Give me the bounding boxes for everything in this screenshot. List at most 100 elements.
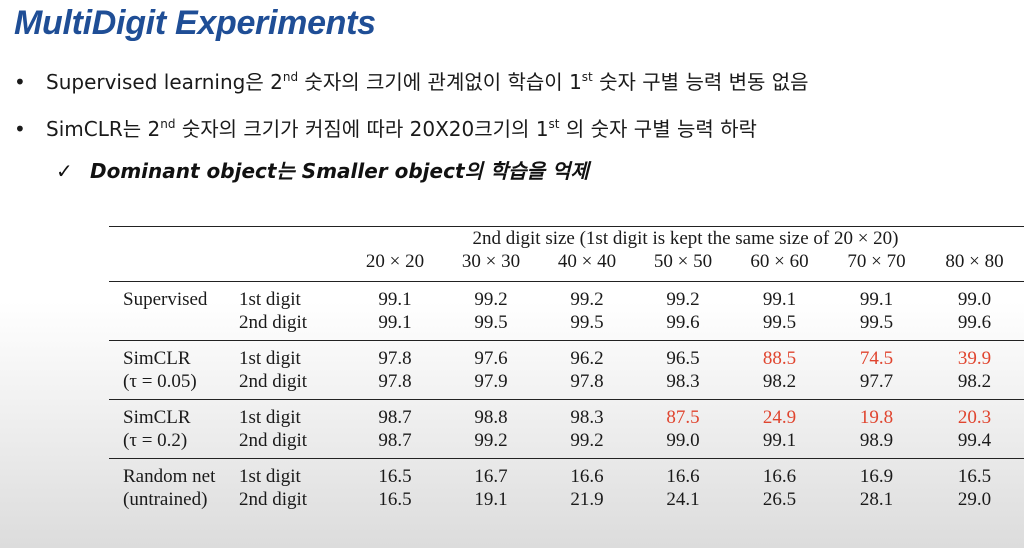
table-cell: 97.7 [859,371,894,392]
table-cell: 99.0 [957,289,992,310]
subpoint-text: Dominant object는 Smaller object의 학습을 억제 [90,159,589,183]
table-cell: 96.5 [666,348,700,369]
table-row: Random net 1st digit 16.5 16.7 16.6 16.6 16.6 1… [109,458,1024,489]
table-row: SimCLR 1st digit 98.7 98.8 98.3 87.5 24.9 19.8 2… [109,399,1024,430]
table-cell: 16.7 [474,466,508,487]
column-header: 80 × 80 [945,251,1004,272]
table-cell: 88.5 [762,348,797,369]
table-cell: 99.1 [762,430,797,451]
table-cell: 97.8 [378,371,412,392]
digit-label: 1st digit [239,289,301,310]
bullet-text-mid: 숫자의 크기에 관계없이 학습이 1 [298,70,582,94]
table-cell: 87.5 [666,407,700,428]
method-label: Random net [123,466,216,487]
table-cell: 99.5 [859,312,894,333]
table-cell: 29.0 [957,489,992,510]
table-cell: 99.1 [859,289,894,310]
results-table: 2nd digit size (1st digit is kept the sa… [109,226,1024,517]
table-cell: 98.2 [762,371,797,392]
table-cell: 99.5 [762,312,797,333]
table-cell: 99.6 [957,312,992,333]
bullet-sup: nd [282,70,299,84]
table-row: 2nd digit 99.1 99.5 99.5 99.6 99.5 99.5 99.6 [109,311,1024,341]
table-cell: 24.1 [666,489,700,510]
table-cell: 98.3 [570,407,604,428]
method-label: (τ = 0.2) [123,430,188,451]
table-cell: 97.8 [570,371,604,392]
table-cell: 99.1 [378,289,412,310]
table-row: (untrained) 2nd digit 16.5 19.1 21.9 24.1 26.5… [109,488,1024,517]
column-header: 40 × 40 [557,251,617,272]
table-cell: 99.5 [474,312,508,333]
table-cell: 99.1 [378,312,412,333]
digit-label: 2nd digit [239,312,308,333]
table-cell: 28.1 [859,489,894,510]
digit-label: 2nd digit [239,430,308,451]
table-cell: 98.7 [378,407,412,428]
table-cell: 99.2 [570,289,604,310]
method-label: (τ = 0.05) [123,371,197,392]
table-cell: 99.2 [570,430,604,451]
table-cell: 21.9 [570,489,604,510]
table-cell: 19.8 [859,407,894,428]
table-cell: 98.9 [859,430,894,451]
digit-label: 2nd digit [239,489,308,510]
table-cell: 99.2 [666,289,700,310]
digit-label: 1st digit [239,407,301,428]
bullet-sup: st [581,70,593,84]
table-cell: 96.2 [570,348,604,369]
table-cell: 16.9 [859,466,894,487]
table-cell: 97.6 [474,348,508,369]
table-cell: 39.9 [957,348,992,369]
bullet-text-mid: 숫자의 크기가 커짐에 따라 20X20크기의 1 [175,117,549,141]
column-header: 50 × 50 [653,251,713,272]
bullet-supervised: • Supervised learning은 2nd 숫자의 크기에 관계없이 학… [14,66,809,95]
bullet-text-pre: SimCLR는 2 [46,117,161,141]
digit-label: 1st digit [239,466,301,487]
table-cell: 26.5 [762,489,797,510]
table-cell: 99.6 [666,312,700,333]
slide-title: MultiDigit Experiments [14,4,376,42]
table-cell: 97.8 [378,348,412,369]
method-label: SimCLR [123,348,191,369]
bullet-sup: nd [160,117,176,131]
table-row: (τ = 0.05) 2nd digit 97.8 97.9 97.8 98.3 98.2 9… [109,370,1024,400]
bullet-dot: • [14,70,26,94]
table-cell: 99.4 [957,430,992,451]
table-cell: 98.8 [474,407,508,428]
digit-label: 1st digit [239,348,301,369]
table-cell: 19.1 [474,489,508,510]
table-cell: 98.7 [378,430,412,451]
table-cell: 16.5 [957,466,992,487]
bullet-text-pre: Supervised learning은 2 [46,70,283,94]
table-cell: 16.5 [378,489,412,510]
subpoint-dominant-object: ✓ Dominant object는 Smaller object의 학습을 억제 [56,155,589,184]
table-row: (τ = 0.2) 2nd digit 98.7 99.2 99.2 99.0 99.1 98… [109,429,1024,459]
table-cell: 98.2 [957,371,992,392]
table-header-span: 2nd digit size (1st digit is kept the sa… [472,228,899,249]
bullet-dot: • [14,117,26,141]
table-cell: 97.9 [474,371,508,392]
column-header: 60 × 60 [750,251,809,272]
column-header: 20 × 20 [365,251,425,272]
table-cell: 99.0 [666,430,700,451]
results-table-grid: 2nd digit size (1st digit is kept the sa… [109,226,1024,517]
table-cell: 99.2 [474,289,508,310]
checkmark-icon: ✓ [56,159,73,183]
table-cell: 74.5 [859,348,894,369]
table-cell: 20.3 [957,407,992,428]
table-cell: 99.5 [570,312,604,333]
bullet-text-post: 의 숫자 구별 능력 하락 [559,117,757,141]
table-cell: 16.5 [378,466,412,487]
method-label [109,311,239,341]
bullet-sup: st [548,117,560,131]
table-cell: 24.9 [762,407,797,428]
column-header: 70 × 70 [847,251,906,272]
table-cell: 99.2 [474,430,508,451]
table-cell: 98.3 [666,371,700,392]
table-cell: 99.1 [762,289,797,310]
bullet-text-post: 숫자 구별 능력 변동 없음 [592,70,809,94]
table-cell: 16.6 [666,466,700,487]
table-row: SimCLR 1st digit 97.8 97.6 96.2 96.5 88.5 74.5 3… [109,340,1024,371]
method-label: (untrained) [123,489,208,510]
